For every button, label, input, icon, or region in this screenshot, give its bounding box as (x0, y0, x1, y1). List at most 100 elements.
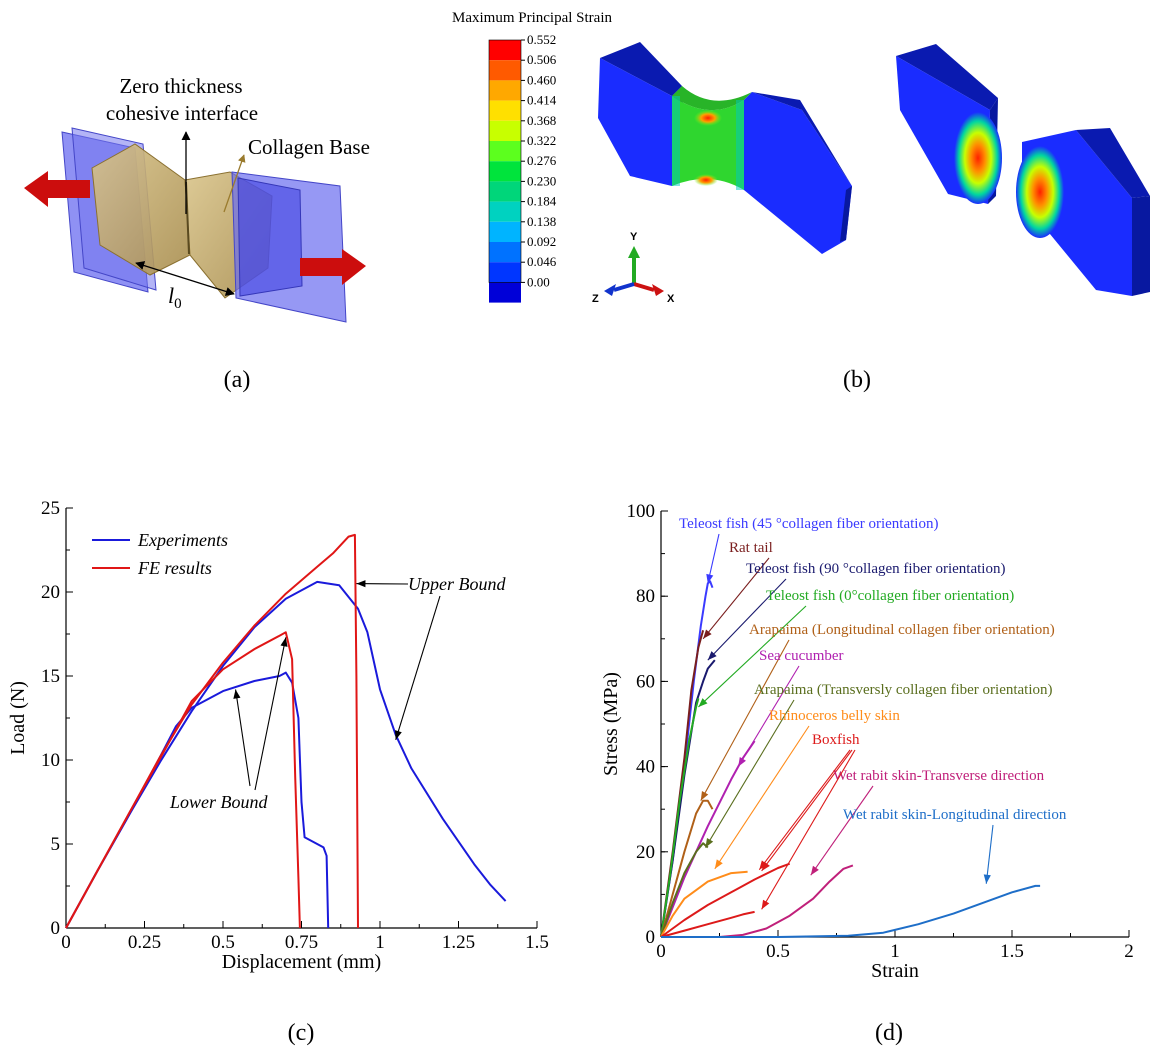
interface-label-line1: Zero thickness (119, 74, 242, 98)
lower-bound-arrow (235, 689, 251, 787)
y-tick-label: 20 (636, 842, 655, 863)
y-tick-label: 60 (636, 671, 655, 692)
series-line (660, 870, 748, 938)
y-axis-label: Stress (MPa) (600, 672, 622, 776)
x-tick-label: 0 (656, 941, 666, 962)
interface-label-line2: cohesive interface (106, 101, 258, 125)
strain-legend: 0.552 0.506 0.460 0.414 0.368 0.322 0.276 0.230… (488, 32, 557, 303)
strain-legend-title: Maximum Principal Strain (452, 10, 612, 26)
series-line (660, 698, 700, 938)
legend-swatch (489, 120, 521, 141)
series-label-arrow (714, 725, 810, 870)
series-label: Wet rabit skin-Transverse direction (833, 768, 1045, 784)
series-label: Teleost fish (90 °collagen fiber orienta… (746, 561, 1005, 577)
y-tick-label: 0 (51, 918, 61, 939)
series-line (719, 864, 854, 938)
legend-value: 0.184 (527, 194, 557, 209)
lower-bound-arrow-head (233, 689, 241, 699)
legend-swatch (489, 221, 521, 242)
legend-value: 0.414 (527, 93, 557, 108)
legend-value: 0.322 (527, 133, 556, 148)
series-line (660, 862, 791, 938)
series-label-arrow (737, 665, 800, 767)
y-tick-label: 40 (636, 757, 655, 778)
y-tick-label: 100 (627, 501, 656, 522)
legend-value: 0.368 (527, 113, 556, 128)
legend-swatch (489, 242, 521, 263)
x-tick-label: 0.75 (285, 932, 318, 953)
legend-swatch (489, 282, 521, 303)
triad-z-label: Z (592, 293, 599, 305)
legend-swatch (489, 40, 521, 61)
upper-bound-arrow (395, 595, 441, 741)
legend-value: 0.138 (527, 214, 556, 229)
l0-dimension-arrow (135, 261, 235, 296)
series-label-arrow (985, 824, 994, 884)
legend-swatch (489, 100, 521, 121)
series-label-arrow (702, 557, 770, 640)
annotation-upper-bound: Upper Bound (408, 574, 506, 594)
series-label-arrow-head (707, 651, 717, 661)
legend-value: 0.552 (527, 32, 556, 47)
series-label: Rhinoceros belly skin (769, 708, 900, 724)
series-label-arrow-head (810, 865, 819, 876)
x-tick-label: 1 (890, 941, 900, 962)
legend-label: FE results (137, 558, 212, 578)
x-tick-label: 1.5 (1000, 941, 1024, 962)
series-label-arrow-head (706, 573, 714, 584)
legend-frame (488, 39, 522, 283)
series-label-arrow (704, 699, 795, 848)
y-tick-label: 15 (41, 666, 60, 687)
series-line (660, 799, 714, 938)
series-label: Wet rabit skin-Longitudinal direction (843, 807, 1067, 823)
legend-value: 0.460 (527, 72, 556, 87)
fe-specimen-fractured (896, 44, 1150, 296)
series-label-arrow-head (761, 899, 770, 910)
series-label-arrow-head (714, 859, 723, 869)
series-line (660, 910, 755, 938)
collagen-base-label: Collagen Base (248, 135, 370, 159)
series-line (65, 631, 301, 929)
series-label-arrow (810, 785, 874, 876)
series-label: Boxfish (812, 732, 860, 748)
series-label-arrow-head (700, 791, 709, 801)
upper-bound-arrow-head (356, 580, 366, 588)
legend-swatch (489, 141, 521, 162)
series-label: Rat tail (729, 540, 773, 556)
series-label-arrow (761, 749, 856, 910)
upper-bound-arrow-head (394, 730, 402, 740)
legend-label: Experiments (137, 530, 228, 550)
lower-bound-arrow (254, 637, 287, 791)
legend-value: 0.046 (527, 254, 557, 269)
y-tick-label: 80 (636, 586, 655, 607)
legend-value: 0.230 (527, 173, 556, 188)
legend-swatch (489, 201, 521, 222)
series-label-arrow (698, 605, 807, 708)
legend-value: 0.092 (527, 234, 556, 249)
x-tick-label: 1.5 (525, 932, 549, 953)
panel-a: Zero thickness cohesive interface Collag… (24, 74, 370, 393)
x-tick-label: 0.25 (128, 932, 161, 953)
x-tick-label: 0.5 (766, 941, 790, 962)
x-tick-label: 1 (375, 932, 385, 953)
x-tick-label: 1.25 (442, 932, 475, 953)
lower-bound-arrow-head (280, 637, 288, 647)
legend-swatch (489, 262, 521, 283)
l0-label: l0 (168, 283, 182, 312)
series-line (65, 533, 359, 929)
series-label: Teleost fish (45 °collagen fiber orienta… (679, 516, 938, 532)
series-label-arrow-head (759, 860, 768, 870)
right-grip-plate-face (237, 177, 303, 297)
series-label-arrow-head (738, 757, 746, 767)
x-tick-label: 0 (61, 932, 71, 953)
series-line (660, 842, 709, 938)
load-arrow-right (300, 249, 366, 285)
series-label: Arapaima (Transversly collagen fiber ori… (754, 682, 1053, 698)
y-tick-label: 20 (41, 582, 60, 603)
y-axis-label: Load (N) (7, 681, 29, 755)
legend-value: 0.00 (527, 274, 550, 289)
x-axis-label: Displacement (mm) (222, 951, 381, 973)
series-line (661, 884, 1041, 938)
